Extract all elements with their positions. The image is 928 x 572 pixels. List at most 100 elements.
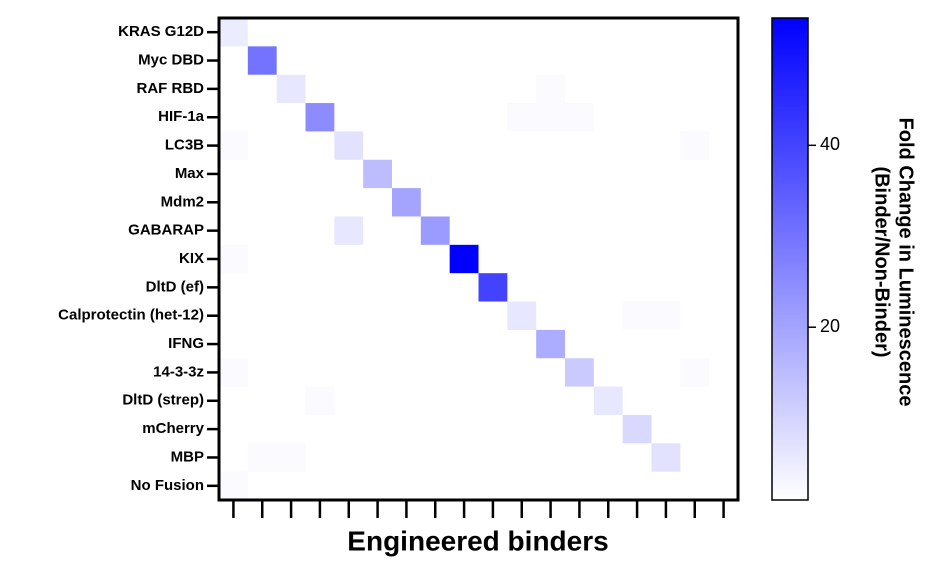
heatmap-cell <box>622 386 652 416</box>
heatmap-cell <box>334 301 364 331</box>
heatmap-cell <box>507 216 537 246</box>
heatmap-cell <box>276 443 306 473</box>
heatmap-cell <box>478 131 508 161</box>
heatmap-cell <box>536 358 566 388</box>
x-axis-label: Engineered binders <box>347 525 608 556</box>
y-tick-label: Max <box>175 165 205 182</box>
heatmap-cell <box>219 46 249 76</box>
heatmap-cell <box>680 414 710 444</box>
heatmap-cell <box>276 103 306 132</box>
heatmap-cell <box>392 244 422 274</box>
heatmap-cell <box>593 159 624 189</box>
heatmap-cell <box>247 46 278 76</box>
heatmap-cell <box>565 188 595 217</box>
heatmap-cell <box>334 103 364 132</box>
heatmap-cell <box>247 188 278 217</box>
y-tick-label: KRAS G12D <box>118 23 204 40</box>
heatmap-cell <box>247 273 278 303</box>
heatmap-cell <box>334 74 364 104</box>
heatmap-cell <box>449 414 479 444</box>
heatmap-cell <box>593 216 624 246</box>
heatmap-cell <box>219 471 249 501</box>
heatmap-cell <box>651 74 681 104</box>
heatmap-cell <box>334 216 364 246</box>
heatmap-cell <box>622 131 652 161</box>
heatmap-cell <box>392 74 422 104</box>
y-tick-label: HIF-1a <box>158 108 205 125</box>
heatmap-cell <box>305 443 335 473</box>
heatmap-cell <box>334 188 364 217</box>
heatmap-cell <box>507 74 537 104</box>
heatmap-cell <box>392 103 422 132</box>
heatmap-cell <box>593 414 624 444</box>
heatmap-cell <box>392 414 422 444</box>
heatmap-cell <box>622 46 652 76</box>
heatmap-cell <box>709 131 739 161</box>
heatmap-cell <box>247 244 278 274</box>
colorbar-label-line: Fold Change in Luminescence <box>895 118 917 407</box>
heatmap-cell <box>507 131 537 161</box>
heatmap-cell <box>305 46 335 76</box>
heatmap-cell <box>593 131 624 161</box>
heatmap-cell <box>219 273 249 303</box>
heatmap-cell <box>536 244 566 274</box>
heatmap-cell <box>420 329 451 359</box>
heatmap-cell <box>334 273 364 303</box>
heatmap-cell <box>507 273 537 303</box>
heatmap-cell <box>363 443 393 473</box>
heatmap-cell <box>363 301 393 331</box>
heatmap-cell <box>276 216 306 246</box>
heatmap-cell <box>219 74 249 104</box>
heatmap-cell <box>680 329 710 359</box>
y-tick-label: RAF RBD <box>137 80 205 97</box>
heatmap-cell <box>565 244 595 274</box>
heatmap-cell <box>420 273 451 303</box>
heatmap-cell <box>392 329 422 359</box>
heatmap-cell <box>219 414 249 444</box>
heatmap-cell <box>478 244 508 274</box>
heatmap-cell <box>536 414 566 444</box>
heatmap-cell <box>305 273 335 303</box>
heatmap-cell <box>363 244 393 274</box>
heatmap-cell <box>420 414 451 444</box>
heatmap-cell <box>651 273 681 303</box>
heatmap-cell <box>305 329 335 359</box>
heatmap-cell <box>305 159 335 189</box>
heatmap-cell <box>478 443 508 473</box>
heatmap-cell <box>420 131 451 161</box>
heatmap-cell <box>305 471 335 501</box>
y-tick-label: GABARAP <box>128 222 204 239</box>
heatmap-cell <box>276 159 306 189</box>
heatmap-cell <box>651 131 681 161</box>
heatmap-cell <box>536 159 566 189</box>
heatmap-cell <box>363 46 393 76</box>
colorbar-label: Fold Change in Luminescence (Binder/Non-… <box>871 118 917 407</box>
heatmap-cell <box>363 273 393 303</box>
heatmap-cell <box>363 414 393 444</box>
heatmap-cell <box>449 358 479 388</box>
heatmap-cell <box>449 188 479 217</box>
heatmap-cell <box>565 131 595 161</box>
heatmap-cell <box>305 358 335 388</box>
heatmap-cell <box>363 131 393 161</box>
heatmap-cell <box>363 471 393 501</box>
heatmap-cell <box>565 74 595 104</box>
heatmap-cell <box>305 216 335 246</box>
heatmap-cell <box>507 471 537 501</box>
heatmap-cell <box>651 159 681 189</box>
heatmap-cell <box>651 358 681 388</box>
heatmap-cell <box>334 471 364 501</box>
heatmap-cell <box>420 159 451 189</box>
heatmap-cell <box>219 188 249 217</box>
heatmap-cell <box>334 329 364 359</box>
heatmap-cell <box>622 159 652 189</box>
heatmap-cell <box>449 329 479 359</box>
heatmap-cell <box>478 301 508 331</box>
heatmap-cell <box>334 18 364 47</box>
heatmap-cell <box>449 273 479 303</box>
heatmap-cell <box>334 131 364 161</box>
y-tick-label: 14-3-3z <box>153 363 204 380</box>
y-tick-label: Mdm2 <box>161 193 204 210</box>
heatmap-cell <box>709 103 739 132</box>
heatmap-cell <box>449 159 479 189</box>
